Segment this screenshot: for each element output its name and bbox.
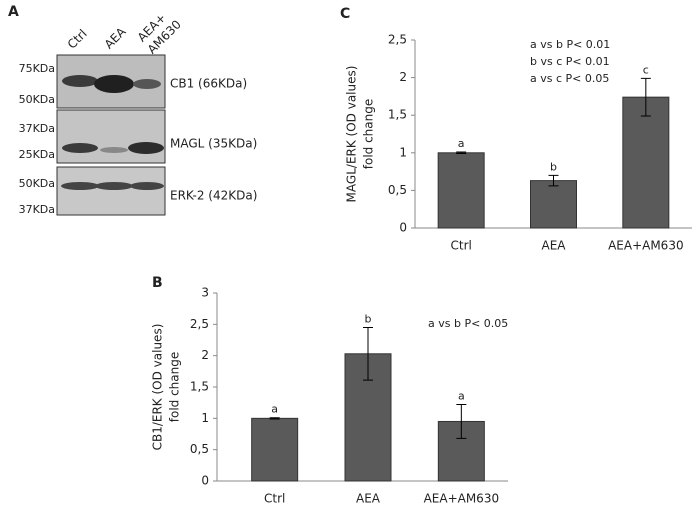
significance-letter: c [643, 63, 649, 76]
band [61, 182, 99, 190]
band [130, 182, 164, 190]
y-tick-label: 1 [399, 145, 407, 159]
band [100, 147, 128, 153]
marker-label: 37KDa [19, 203, 55, 216]
marker-label: 50KDa [19, 177, 55, 190]
error-bar [363, 326, 373, 381]
bar [251, 417, 299, 482]
blot-strip [56, 109, 166, 164]
error-bar [548, 174, 559, 187]
error-bar [640, 77, 651, 117]
x-tick-label: AEA+AM630 [608, 239, 684, 253]
annotation: a vs b P< 0.01 [530, 38, 610, 51]
y-tick-label: 0,5 [190, 442, 209, 456]
error-bar [456, 151, 467, 155]
band [62, 75, 98, 87]
marker-label: 37KDa [19, 122, 55, 135]
x-tick-label: AEA [356, 492, 381, 506]
y-tick-label: 3 [201, 286, 209, 300]
annotation: a vs b P< 0.05 [428, 317, 508, 330]
x-tick-label: Ctrl [450, 239, 471, 253]
error-bar [269, 417, 280, 420]
y-axis-label: CB1/ERK (OD values) [151, 324, 165, 451]
significance-letter: a [458, 137, 465, 150]
marker-label: 50KDa [19, 93, 55, 106]
annotation: b vs c P< 0.01 [530, 55, 610, 68]
y-tick-label: 0,5 [388, 183, 407, 197]
panel-label: A [8, 4, 19, 20]
bar [437, 152, 485, 229]
y-tick-label: 1 [201, 411, 209, 425]
blot-label: CB1 (66KDa) [170, 77, 247, 91]
marker-label: 75KDa [19, 62, 55, 75]
blot-label: MAGL (35KDa) [170, 137, 257, 151]
lane-label: Ctrl [65, 27, 90, 52]
panel-label: B [152, 275, 163, 291]
y-axis-label: fold change [168, 352, 182, 423]
y-tick-label: 1,5 [190, 380, 209, 394]
x-tick-label: AEA [542, 239, 567, 253]
band [62, 143, 98, 153]
blot-strip [56, 166, 166, 216]
y-tick-label: 2 [399, 70, 407, 84]
significance-letter: a [458, 390, 465, 403]
y-tick-label: 1,5 [388, 108, 407, 122]
significance-letter: b [550, 160, 557, 173]
band [128, 142, 164, 154]
significance-letter: a [271, 403, 278, 416]
y-tick-label: 0 [201, 474, 209, 488]
bar [530, 180, 577, 229]
error-bar [456, 404, 467, 439]
band [133, 79, 161, 89]
y-axis-label: fold change [362, 99, 376, 170]
annotation: a vs c P< 0.05 [530, 72, 609, 85]
significance-letter: b [365, 312, 372, 325]
y-tick-label: 2,5 [388, 33, 407, 47]
y-tick-label: 2,5 [190, 317, 209, 331]
band [94, 75, 134, 93]
y-tick-label: 2 [201, 348, 209, 362]
y-tick-label: 0 [399, 221, 407, 235]
band [95, 182, 133, 190]
marker-label: 25KDa [19, 148, 55, 161]
panel-label: C [340, 6, 350, 22]
bar [622, 96, 670, 229]
lane-label: AEA [102, 24, 129, 51]
panel-a: A Ctrl AEA AEA+ AM630 75KDa 50KDa 37KDa … [8, 4, 257, 216]
y-axis-label: MAGL/ERK (OD values) [345, 66, 359, 203]
x-tick-label: Ctrl [264, 492, 285, 506]
x-tick-label: AEA+AM630 [424, 492, 500, 506]
blot-label: ERK-2 (42KDa) [170, 189, 257, 203]
